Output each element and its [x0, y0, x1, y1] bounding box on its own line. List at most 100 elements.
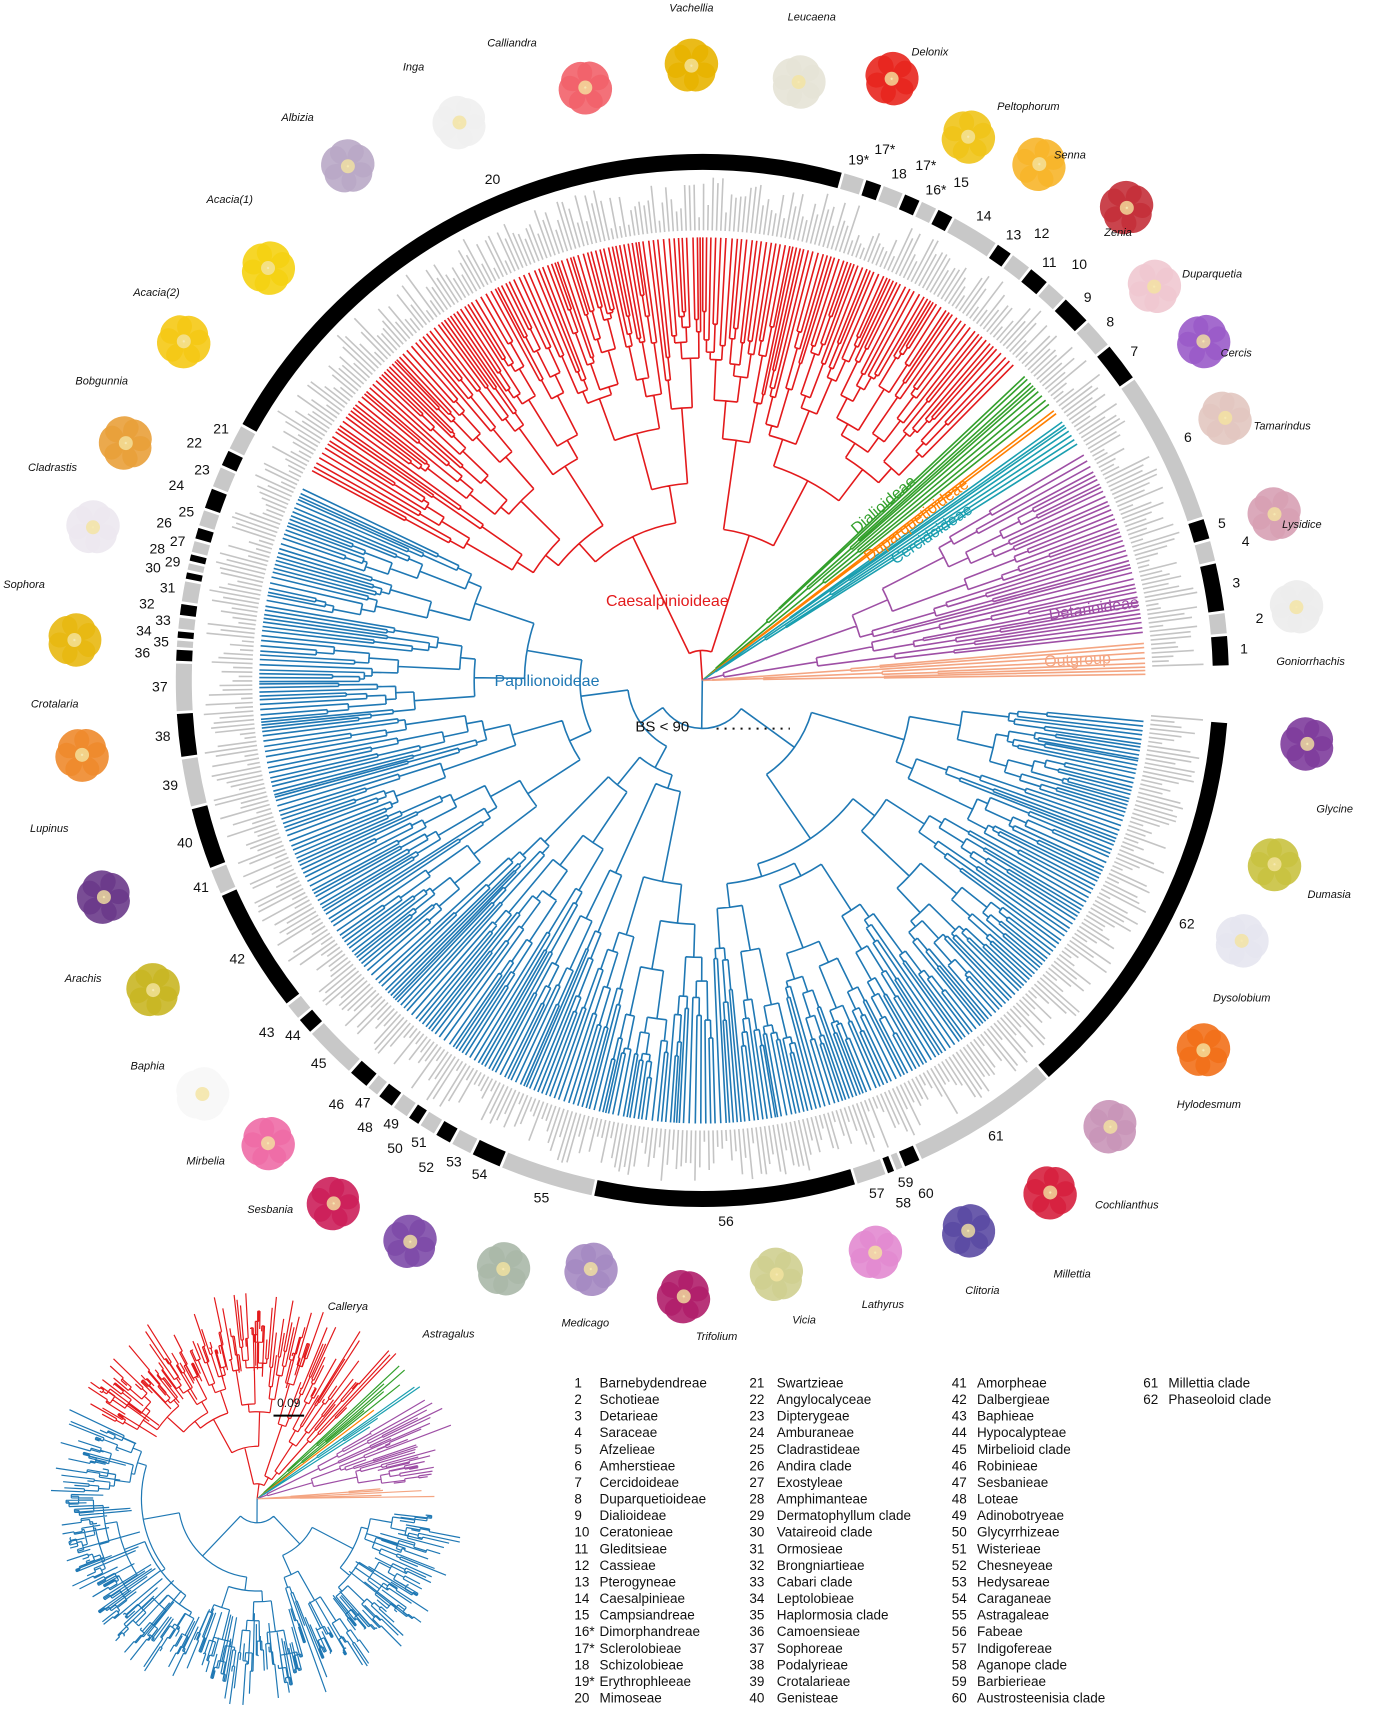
ring-label: 40: [177, 834, 193, 850]
legend-name: Podalyrieae: [777, 1657, 848, 1672]
legend-number: 42: [952, 1392, 967, 1407]
flower: [321, 139, 375, 193]
legend-number: 53: [952, 1574, 967, 1589]
legend-number: 49: [952, 1508, 967, 1523]
ring-segment: [890, 1152, 903, 1170]
flower-name: Crotalaria: [31, 698, 79, 710]
flower: [664, 38, 719, 92]
legend-name: Saraceae: [600, 1425, 658, 1440]
clade-label: Outgroup: [1044, 650, 1112, 670]
flower-center: [1267, 857, 1282, 872]
flower-name: Delonix: [912, 46, 949, 58]
flower: [1023, 1166, 1077, 1220]
ring-label: 50: [387, 1140, 403, 1156]
flower-name: Baphia: [131, 1061, 165, 1073]
ring-segment: [176, 649, 193, 662]
legend-number: 11: [574, 1541, 588, 1556]
legend-number: 10: [574, 1525, 589, 1540]
legend-number: 9: [574, 1508, 582, 1523]
legend-name: Dialioideae: [600, 1508, 667, 1523]
tree-branches: [701, 421, 1078, 682]
legend-name: Cabari clade: [777, 1574, 853, 1589]
ring-segment: [898, 194, 920, 216]
flower-center: [118, 436, 133, 451]
ring-label: 60: [918, 1185, 934, 1201]
flower-name: Trifolium: [696, 1331, 737, 1343]
legend-name: Indigofereae: [977, 1641, 1052, 1656]
ring-segment: [187, 563, 205, 574]
flower: [942, 1204, 996, 1258]
flower-name: Vicia: [792, 1314, 816, 1326]
legend-name: Chesneyeae: [977, 1558, 1053, 1573]
flower-center: [884, 71, 899, 86]
flower: [476, 1242, 531, 1296]
legend-name: Sophoreae: [777, 1641, 843, 1656]
ring-segment: [1003, 255, 1030, 281]
flower-center: [769, 1267, 784, 1282]
ring-label: 3: [1232, 575, 1240, 591]
legend-number: 47: [952, 1475, 967, 1490]
legend-name: Hypocalypteae: [977, 1425, 1066, 1440]
legend-number: 16*: [574, 1624, 595, 1639]
legend-name: Ormosieae: [777, 1541, 843, 1556]
ring-segment: [1211, 635, 1229, 666]
ring-segment: [191, 805, 226, 868]
ring-label: 27: [170, 533, 186, 549]
legend-name: Cercidoideae: [600, 1475, 680, 1490]
ring-segment: [1208, 613, 1227, 635]
legend-number: 19*: [574, 1674, 595, 1689]
flower-name: Mirbelia: [186, 1156, 225, 1168]
legend-name: Fabeae: [977, 1624, 1023, 1639]
legend-name: Amherstieae: [600, 1458, 676, 1473]
ring-label: 10: [1071, 256, 1087, 272]
flower: [306, 1176, 360, 1231]
flower: [126, 963, 180, 1017]
legend-name: Dermatophyllum clade: [777, 1508, 911, 1523]
flower: [848, 1225, 903, 1279]
clade-label: Caesalpinioideae: [606, 593, 729, 610]
flower-center: [67, 632, 82, 647]
flower-name: Sophora: [3, 579, 45, 591]
inset-tree: [50, 1293, 461, 1705]
ring-label: 37: [152, 678, 168, 694]
legend-name: Duparquetioideae: [600, 1492, 707, 1507]
ring-segment: [452, 1129, 478, 1154]
ring-label: 17*: [874, 141, 896, 157]
tree-branches: [88, 1293, 397, 1499]
tree-branches: [256, 1399, 452, 1500]
legend-name: Vataireoid clade: [777, 1525, 873, 1540]
ring-segment: [221, 450, 243, 472]
legend-number: 28: [749, 1492, 764, 1507]
legend-number: 7: [574, 1475, 582, 1490]
ring-segment: [420, 1111, 443, 1134]
ring-label: 33: [155, 612, 171, 628]
legend-name: Caesalpinieae: [600, 1591, 686, 1606]
ring-label: 32: [139, 596, 155, 612]
legend-number: 32: [749, 1558, 764, 1573]
petal: [1204, 326, 1231, 361]
flower-center: [1196, 334, 1211, 349]
ring-segment: [1021, 269, 1047, 295]
flower-center: [326, 1196, 341, 1211]
legend-number: 55: [952, 1608, 967, 1623]
ring-label: 18: [891, 166, 907, 182]
legend-name: Cladrastideae: [777, 1442, 860, 1457]
ring-segment: [177, 631, 195, 640]
legend-number: 3: [574, 1409, 582, 1424]
clade-label: Papilionoideae: [495, 673, 600, 690]
legend-number: 2: [574, 1392, 582, 1407]
petal: [126, 969, 153, 1004]
legend-number: 36: [749, 1624, 764, 1639]
ring-segment: [212, 467, 236, 493]
flower: [1127, 259, 1182, 314]
ring-segment: [436, 1121, 458, 1143]
legend-number: 13: [574, 1574, 589, 1589]
flower-name: Astragalus: [422, 1329, 475, 1341]
ring-segment: [1038, 721, 1228, 1077]
ring-label: 47: [355, 1094, 371, 1110]
petal: [1154, 267, 1182, 302]
flower-center: [1196, 1043, 1211, 1058]
petal: [76, 880, 103, 915]
ring-segment: [176, 712, 198, 757]
legend-number: 4: [574, 1425, 582, 1440]
